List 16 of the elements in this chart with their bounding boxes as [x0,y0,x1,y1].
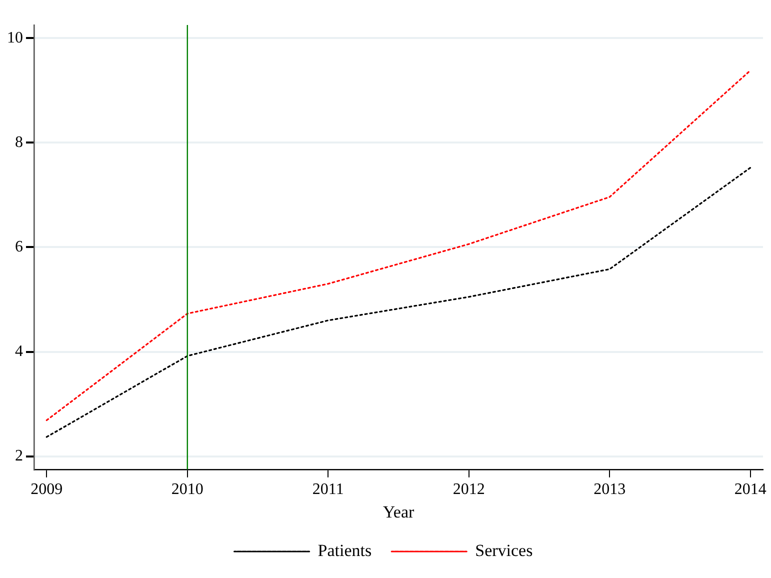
x-tick-label: 2011 [312,481,344,498]
x-tick-label: 2009 [30,481,63,498]
line-series [46,166,752,438]
x-tick-label: 2010 [171,481,204,498]
legend-label: Patients [318,540,372,560]
x-tick-label: 2014 [734,481,766,498]
line-series [46,70,752,422]
y-tick-label: 4 [15,342,23,360]
y-tick-label: 6 [15,238,23,256]
legend-label: Services [475,540,533,560]
x-tick-label: 2013 [594,481,626,498]
y-tick-label: 10 [7,29,23,46]
y-tick-label: 2 [15,448,23,465]
y-tick-label: 8 [15,134,23,151]
x-axis-title: Year [382,502,414,522]
x-tick-label: 2012 [452,481,485,498]
